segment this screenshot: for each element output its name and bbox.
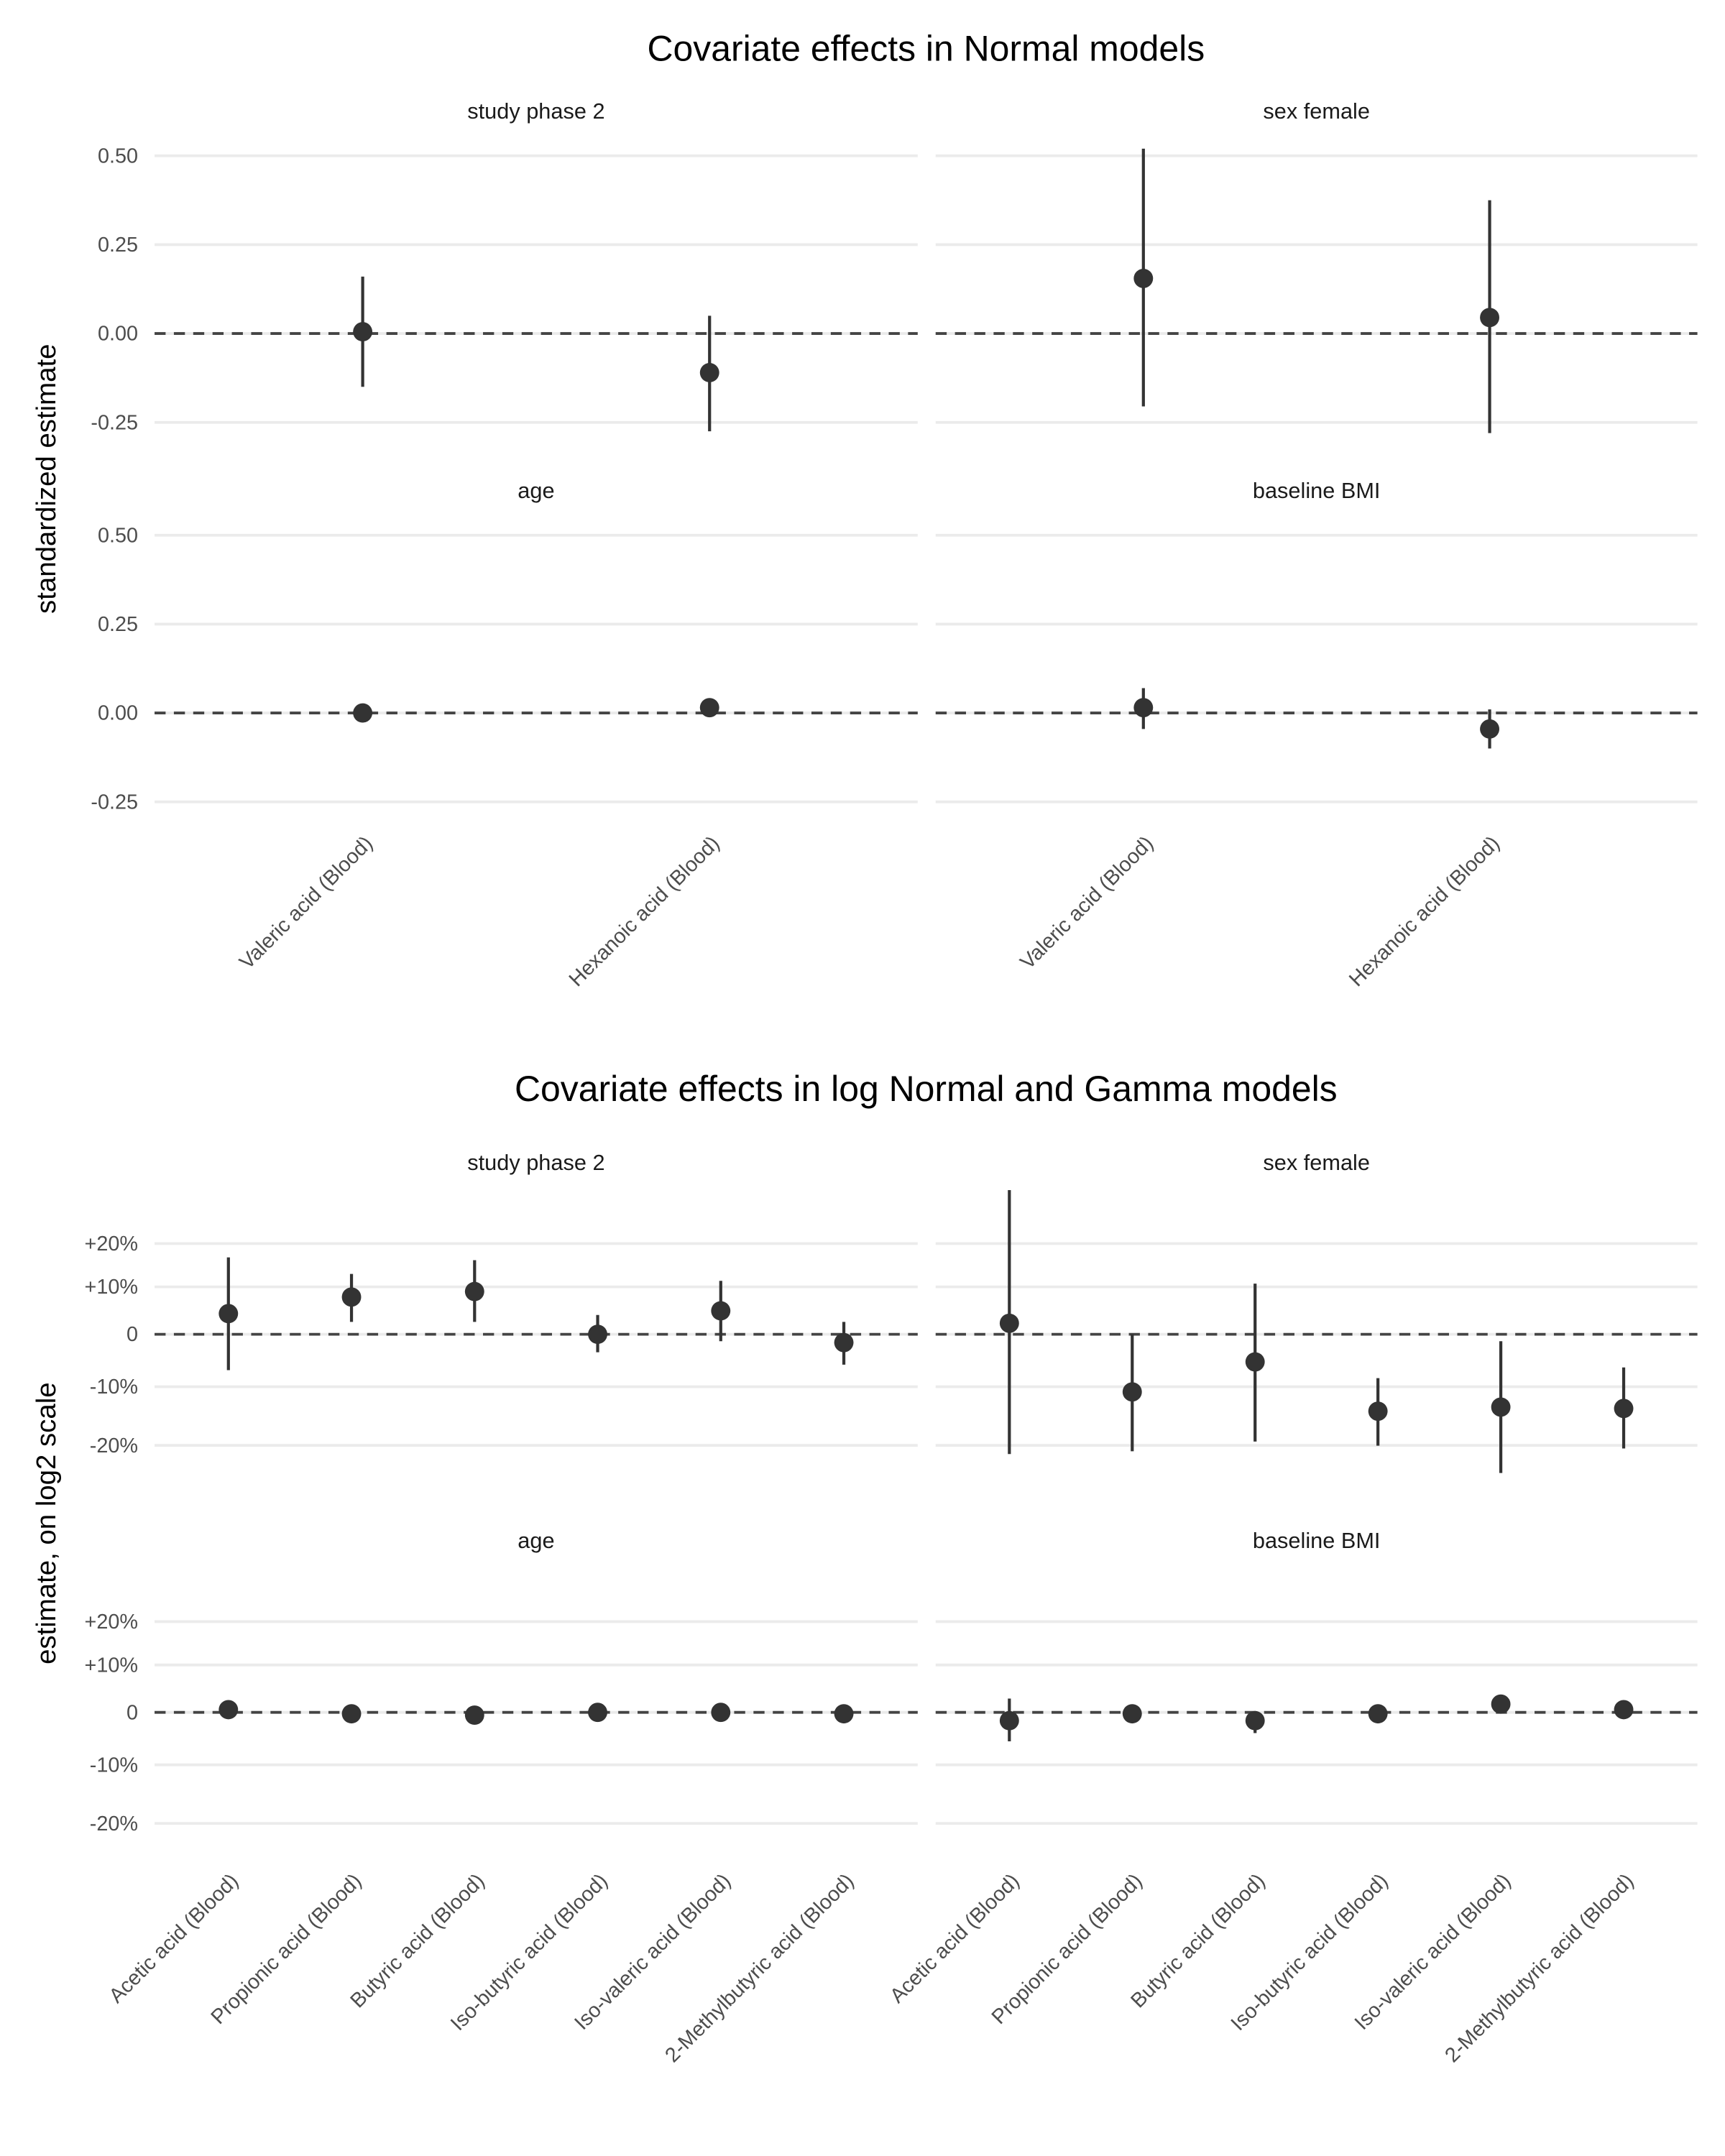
point — [1614, 1399, 1634, 1419]
y-tick-label: +10% — [85, 1276, 138, 1299]
point — [1368, 1704, 1388, 1724]
point — [1480, 719, 1499, 739]
y-tick-label: 0.50 — [98, 524, 138, 547]
y-tick-label: 0.00 — [98, 323, 138, 346]
y-tick-label: 0.25 — [98, 613, 138, 636]
y-tick-label: -10% — [90, 1754, 138, 1777]
x-tick-label: Valeric acid (Blood) — [235, 831, 377, 974]
chart-title: Covariate effects in log Normal and Gamm… — [515, 1069, 1338, 1109]
point — [711, 1703, 731, 1723]
y-axis-label: estimate, on log2 scale — [31, 1382, 62, 1664]
x-tick-label: Hexanoic acid (Blood) — [565, 831, 724, 991]
point — [353, 322, 373, 342]
point — [999, 1313, 1019, 1333]
y-tick-label: 0 — [126, 1323, 138, 1346]
y-tick-label: +10% — [85, 1654, 138, 1677]
point — [834, 1332, 854, 1353]
chart-title: Covariate effects in Normal models — [647, 28, 1205, 68]
point — [1614, 1700, 1634, 1720]
point — [711, 1301, 731, 1321]
point — [1491, 1694, 1511, 1714]
x-tick-label: Butyric acid (Blood) — [346, 1869, 489, 2012]
point — [1122, 1382, 1142, 1402]
point — [588, 1325, 607, 1345]
point — [341, 1287, 362, 1307]
y-tick-label: 0.25 — [98, 234, 138, 257]
point — [218, 1700, 239, 1720]
point — [1245, 1710, 1265, 1731]
facet-title: sex female — [1263, 98, 1370, 124]
x-tick-label: Hexanoic acid (Blood) — [1345, 831, 1504, 991]
point — [999, 1710, 1019, 1731]
y-tick-label: -20% — [90, 1812, 138, 1835]
x-tick-label: Acetic acid (Blood) — [886, 1869, 1024, 2007]
facet-title: study phase 2 — [467, 1150, 604, 1175]
y-tick-label: -0.25 — [91, 411, 138, 434]
point — [1122, 1704, 1142, 1724]
y-tick-label: -10% — [90, 1376, 138, 1399]
point — [588, 1703, 607, 1723]
point — [699, 698, 719, 718]
y-tick-label: +20% — [85, 1611, 138, 1634]
facet-title: age — [518, 478, 554, 503]
facet-title: baseline BMI — [1253, 1528, 1381, 1553]
point — [1480, 308, 1499, 328]
x-tick-label: Acetic acid (Blood) — [105, 1869, 243, 2007]
y-tick-label: 0.00 — [98, 702, 138, 725]
point — [1368, 1401, 1388, 1422]
point — [464, 1281, 484, 1302]
x-tick-label: Valeric acid (Blood) — [1016, 831, 1158, 974]
y-tick-label: -20% — [90, 1434, 138, 1457]
point — [1133, 698, 1154, 718]
point — [353, 703, 373, 723]
point — [1491, 1397, 1511, 1417]
x-tick-label: Butyric acid (Blood) — [1126, 1869, 1269, 2012]
point — [1133, 268, 1154, 288]
point — [341, 1704, 362, 1724]
point — [1245, 1352, 1265, 1372]
y-tick-label: 0 — [126, 1701, 138, 1724]
y-tick-label: -0.25 — [91, 791, 138, 814]
y-axis-label: standardized estimate — [31, 344, 62, 614]
facet-title: study phase 2 — [467, 98, 604, 124]
facet-title: baseline BMI — [1253, 478, 1381, 503]
y-tick-label: +20% — [85, 1233, 138, 1256]
facet-title: sex female — [1263, 1150, 1370, 1175]
point — [699, 363, 719, 382]
point — [218, 1304, 239, 1324]
point — [464, 1705, 484, 1725]
facet-title: age — [518, 1528, 554, 1553]
point — [834, 1704, 854, 1724]
y-tick-label: 0.50 — [98, 144, 138, 167]
